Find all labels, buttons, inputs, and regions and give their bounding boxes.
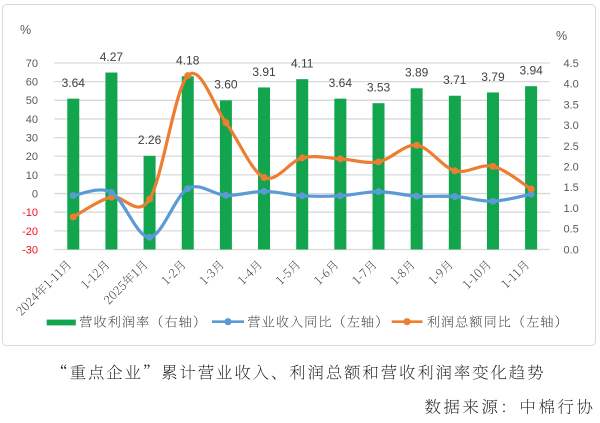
svg-text:4.18: 4.18: [176, 54, 200, 68]
svg-text:2.5: 2.5: [564, 141, 579, 153]
svg-text:-10: -10: [22, 207, 38, 219]
svg-text:2.0: 2.0: [564, 162, 579, 174]
svg-text:4.5: 4.5: [564, 58, 579, 70]
svg-text:3.5: 3.5: [564, 99, 579, 111]
svg-text:1.5: 1.5: [564, 182, 579, 194]
svg-text:3.64: 3.64: [329, 76, 353, 90]
svg-text:40: 40: [26, 114, 38, 126]
svg-text:3.89: 3.89: [405, 66, 429, 80]
svg-text:3.91: 3.91: [252, 65, 276, 79]
svg-text:3.94: 3.94: [519, 64, 543, 78]
svg-text:60: 60: [26, 77, 38, 89]
svg-text:30: 30: [26, 133, 38, 145]
svg-text:1.0: 1.0: [564, 203, 579, 215]
svg-text:4.27: 4.27: [100, 50, 124, 64]
svg-text:0.0: 0.0: [564, 244, 579, 256]
svg-text:4.11: 4.11: [291, 57, 314, 71]
svg-text:3.53: 3.53: [367, 81, 391, 95]
svg-text:3.79: 3.79: [481, 70, 505, 84]
svg-text:4.0: 4.0: [564, 79, 579, 91]
svg-text:0.5: 0.5: [564, 224, 579, 236]
svg-text:70: 70: [26, 58, 38, 70]
svg-text:3.60: 3.60: [214, 78, 238, 92]
svg-text:10: 10: [26, 170, 38, 182]
svg-text:%: %: [20, 23, 31, 37]
svg-text:2.26: 2.26: [138, 133, 162, 147]
svg-text:50: 50: [26, 95, 38, 107]
svg-text:0: 0: [32, 188, 38, 200]
svg-text:3.71: 3.71: [443, 73, 467, 87]
svg-text:%: %: [556, 29, 567, 43]
svg-text:-20: -20: [22, 226, 38, 238]
svg-text:3.0: 3.0: [564, 120, 579, 132]
svg-text:20: 20: [26, 151, 38, 163]
svg-text:3.64: 3.64: [62, 76, 86, 90]
svg-text:-30: -30: [22, 244, 38, 256]
